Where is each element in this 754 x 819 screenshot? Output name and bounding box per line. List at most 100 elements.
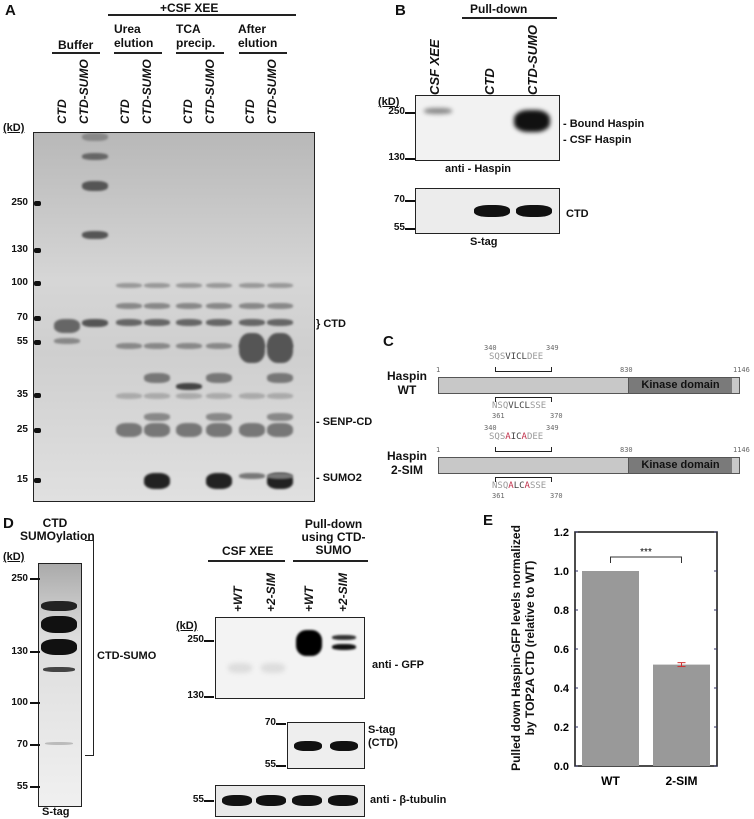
panel-d-label: D <box>3 515 14 532</box>
gel-band <box>206 319 232 326</box>
marker: 55 <box>16 781 28 792</box>
marker-tick <box>204 800 214 802</box>
gel-band <box>144 303 170 309</box>
lane-label: CTD-SUMO <box>203 59 217 124</box>
group-csf: CSF XEE <box>222 544 274 558</box>
gel-band <box>116 319 142 326</box>
anti-gfp: anti - GFP <box>372 659 424 671</box>
marker: 250 <box>187 634 204 645</box>
marker-tick <box>204 696 214 698</box>
marker: 15 <box>16 474 28 485</box>
label-ctd: } CTD <box>316 318 346 330</box>
ladder-band <box>34 281 41 286</box>
gel-band <box>176 383 202 390</box>
motif-bracket <box>495 477 552 482</box>
x-tick-label: 2-SIM <box>665 774 697 788</box>
seq2-end: 370 <box>550 492 563 500</box>
gel-band <box>206 423 232 437</box>
seq1-end: 349 <box>546 344 559 352</box>
blot-sumoylation <box>38 563 82 807</box>
marker: 100 <box>11 697 28 708</box>
gel-band <box>267 473 293 479</box>
gel-band <box>144 423 170 437</box>
group-line <box>239 52 287 54</box>
marker: 70 <box>16 312 28 323</box>
group-line <box>176 52 224 54</box>
panel-c-label: C <box>383 333 394 350</box>
y-tick-label: 0.2 <box>554 722 569 734</box>
gel-band <box>206 283 232 288</box>
kinase-domain: Kinase domain <box>628 458 732 473</box>
ladder-band <box>34 478 41 483</box>
group-after: After elution <box>238 22 278 50</box>
ladder-band <box>34 248 41 253</box>
marker: 55 <box>192 794 204 805</box>
kd-label: (kD) <box>3 122 25 134</box>
marker: 130 <box>11 646 28 657</box>
gel-band <box>144 343 170 349</box>
group-line <box>208 560 285 562</box>
y-tick-label: 0.6 <box>554 644 569 656</box>
marker: 130 <box>187 690 204 701</box>
motif-seq1: SQSVICLDEE <box>489 352 544 362</box>
gel-band <box>239 283 265 288</box>
gel-a <box>33 132 315 502</box>
gel-band <box>54 338 80 344</box>
marker: 55 <box>16 336 28 347</box>
lane-label: CTD-SUMO <box>140 59 154 124</box>
gel-band <box>267 303 293 309</box>
marker: 55 <box>393 222 405 233</box>
marker: 100 <box>11 277 28 288</box>
group-line <box>293 560 368 562</box>
gel-band <box>144 283 170 288</box>
gel-band <box>206 303 232 309</box>
ladder-band <box>34 428 41 433</box>
group-pulldown: Pull-down using CTD-SUMO <box>301 517 366 557</box>
lane-label: CTD <box>55 99 69 124</box>
blot-stag <box>415 188 560 234</box>
gel-band <box>176 343 202 349</box>
gel-band <box>116 343 142 349</box>
motif-seq2: NSQALCASSE <box>492 481 547 491</box>
construct-bar: Kinase domain <box>438 457 740 474</box>
gel-band <box>144 373 170 383</box>
marker: 25 <box>16 424 28 435</box>
gel-band <box>267 373 293 383</box>
gel-band <box>267 319 293 326</box>
gel-band <box>206 413 232 421</box>
gel-band <box>176 303 202 309</box>
gel-band <box>176 393 202 399</box>
marker: 250 <box>388 106 405 117</box>
anti-haspin: anti - Haspin <box>445 163 512 175</box>
lane-label: CTD <box>181 99 195 124</box>
lane-label: CTD <box>118 99 132 124</box>
marker: 70 <box>393 194 405 205</box>
marker: 250 <box>11 573 28 584</box>
blot-gfp <box>215 617 365 699</box>
gel-band <box>82 181 108 191</box>
bracket <box>85 540 94 756</box>
gel-band <box>267 423 293 437</box>
seq1-start: 340 <box>484 344 497 352</box>
pulldown-line <box>462 17 557 19</box>
gel-band <box>206 373 232 383</box>
csf-haspin: - CSF Haspin <box>563 134 632 146</box>
ctd-sumo-label: CTD-SUMO <box>97 650 157 662</box>
pos-start: 1 <box>436 366 441 374</box>
seq2-start: 361 <box>492 412 505 420</box>
motif-bracket <box>495 447 552 452</box>
group-urea: Urea elution <box>114 22 154 50</box>
gel-band <box>144 319 170 326</box>
gel-band <box>267 393 293 399</box>
pos-end: 1146 <box>733 446 750 454</box>
gel-band <box>239 319 265 326</box>
marker-tick <box>276 765 286 767</box>
y-tick-label: 1.0 <box>554 566 569 578</box>
pos-kinase: 830 <box>620 366 633 374</box>
gel-band <box>116 303 142 309</box>
bound-haspin: - Bound Haspin <box>563 118 645 130</box>
marker-tick <box>204 640 214 642</box>
blot-stag-ctd <box>287 722 365 769</box>
gel-band <box>144 393 170 399</box>
gel-band <box>82 133 108 141</box>
